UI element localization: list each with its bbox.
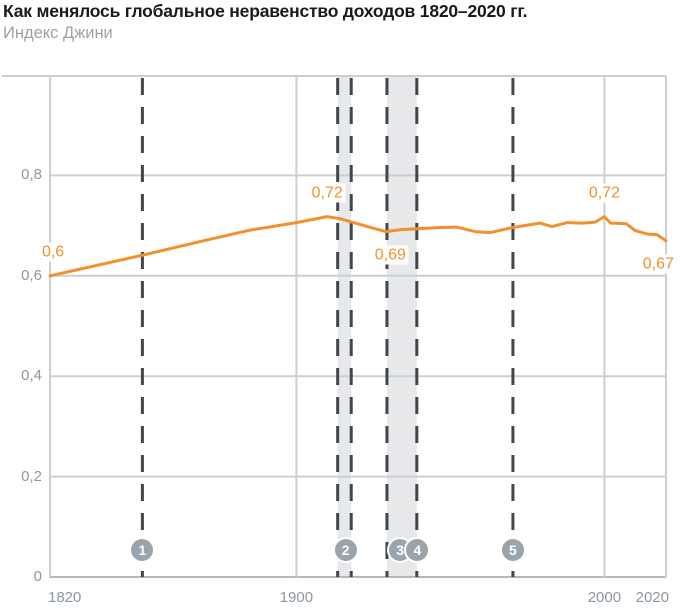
chart-title: Как менялось глобальное неравенство дохо…: [3, 1, 528, 21]
event-marker-4[interactable]: 4: [406, 539, 429, 561]
x-tick-label: 1900: [279, 589, 314, 606]
y-tick-label: 0,6: [21, 266, 42, 284]
point-value-label: 0,69: [371, 245, 409, 265]
x-tick-label: 2020: [635, 589, 669, 606]
shaded-period-band: [386, 76, 417, 577]
x-tick-label: 1820: [48, 589, 82, 606]
y-tick-label: 0,8: [21, 166, 42, 184]
event-marker-1[interactable]: 1: [131, 539, 154, 561]
event-marker-2[interactable]: 2: [334, 539, 357, 561]
point-value-label: 0,72: [308, 183, 346, 203]
event-marker-5[interactable]: 5: [501, 539, 524, 561]
point-value-label: 0,72: [585, 183, 623, 203]
y-tick-label: 0: [33, 568, 42, 585]
point-value-label: 0,67: [639, 254, 677, 274]
y-tick-label: 0,4: [21, 367, 42, 385]
gini-series-line: [48, 215, 668, 278]
shaded-period-band: [337, 76, 352, 577]
chart-subtitle: Индекс Джини: [3, 24, 113, 42]
x-tick-label: 2000: [587, 589, 622, 606]
event-marker-3[interactable]: 3: [389, 539, 412, 561]
y-tick-label: 0,2: [21, 467, 42, 485]
point-value-label: 0,6: [38, 242, 68, 262]
